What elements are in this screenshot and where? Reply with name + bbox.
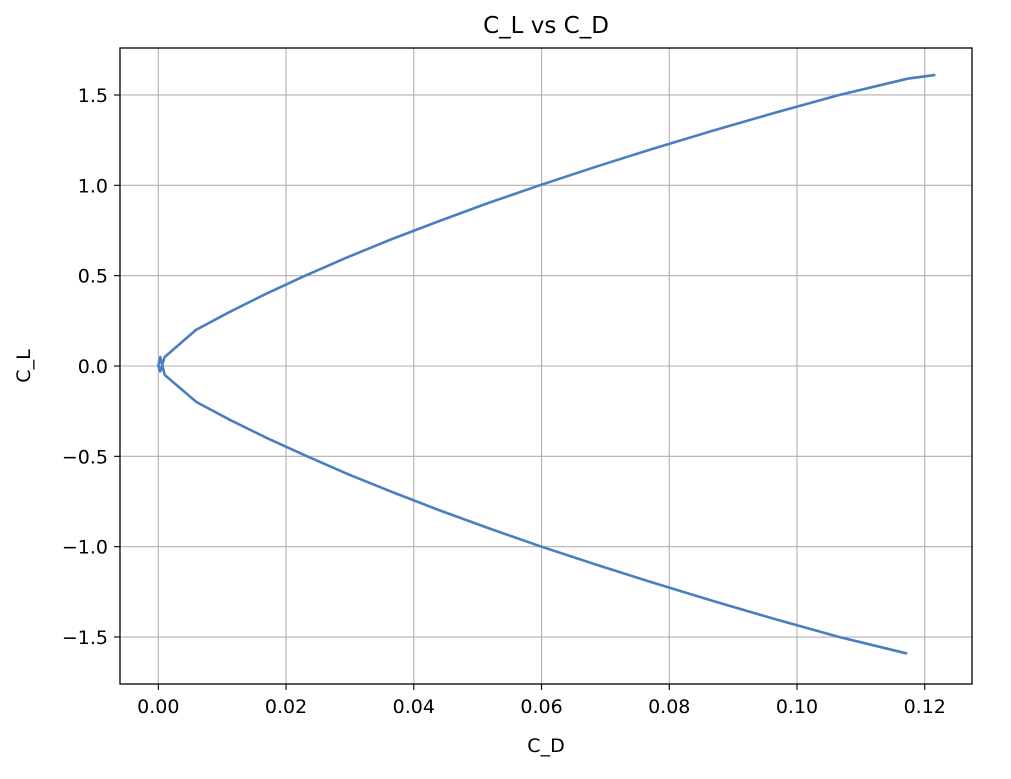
grid: [120, 48, 972, 684]
chart-title: C_L vs C_D: [483, 13, 609, 39]
y-tick-label: −1.5: [62, 627, 108, 649]
y-tick-label: 0.5: [78, 266, 108, 288]
x-tick-label: 0.04: [393, 696, 435, 718]
y-tick-label: −0.5: [62, 446, 108, 468]
series-line: [157, 73, 936, 655]
x-tick-label: 0.12: [904, 696, 946, 718]
x-tick-label: 0.02: [265, 696, 307, 718]
axis-ticks: 0.00 0.02 0.04 0.06 0.08 0.10 0.12 −1.5 −1.0 −0.5…: [62, 85, 946, 718]
x-axis-title: C_D: [527, 735, 564, 757]
series-layer: [157, 73, 936, 655]
y-tick-label: 1.5: [78, 85, 108, 107]
y-tick-label: 1.0: [78, 175, 108, 197]
x-tick-label: 0.06: [520, 696, 562, 718]
plot-frame: [119, 47, 973, 685]
x-tick-label: 0.00: [137, 696, 179, 718]
y-axis-title: C_L: [13, 349, 35, 383]
x-tick-label: 0.10: [776, 696, 818, 718]
y-tick-label: 0.0: [78, 356, 108, 378]
x-tick-label: 0.08: [648, 696, 690, 718]
y-tick-label: −1.0: [62, 537, 108, 559]
